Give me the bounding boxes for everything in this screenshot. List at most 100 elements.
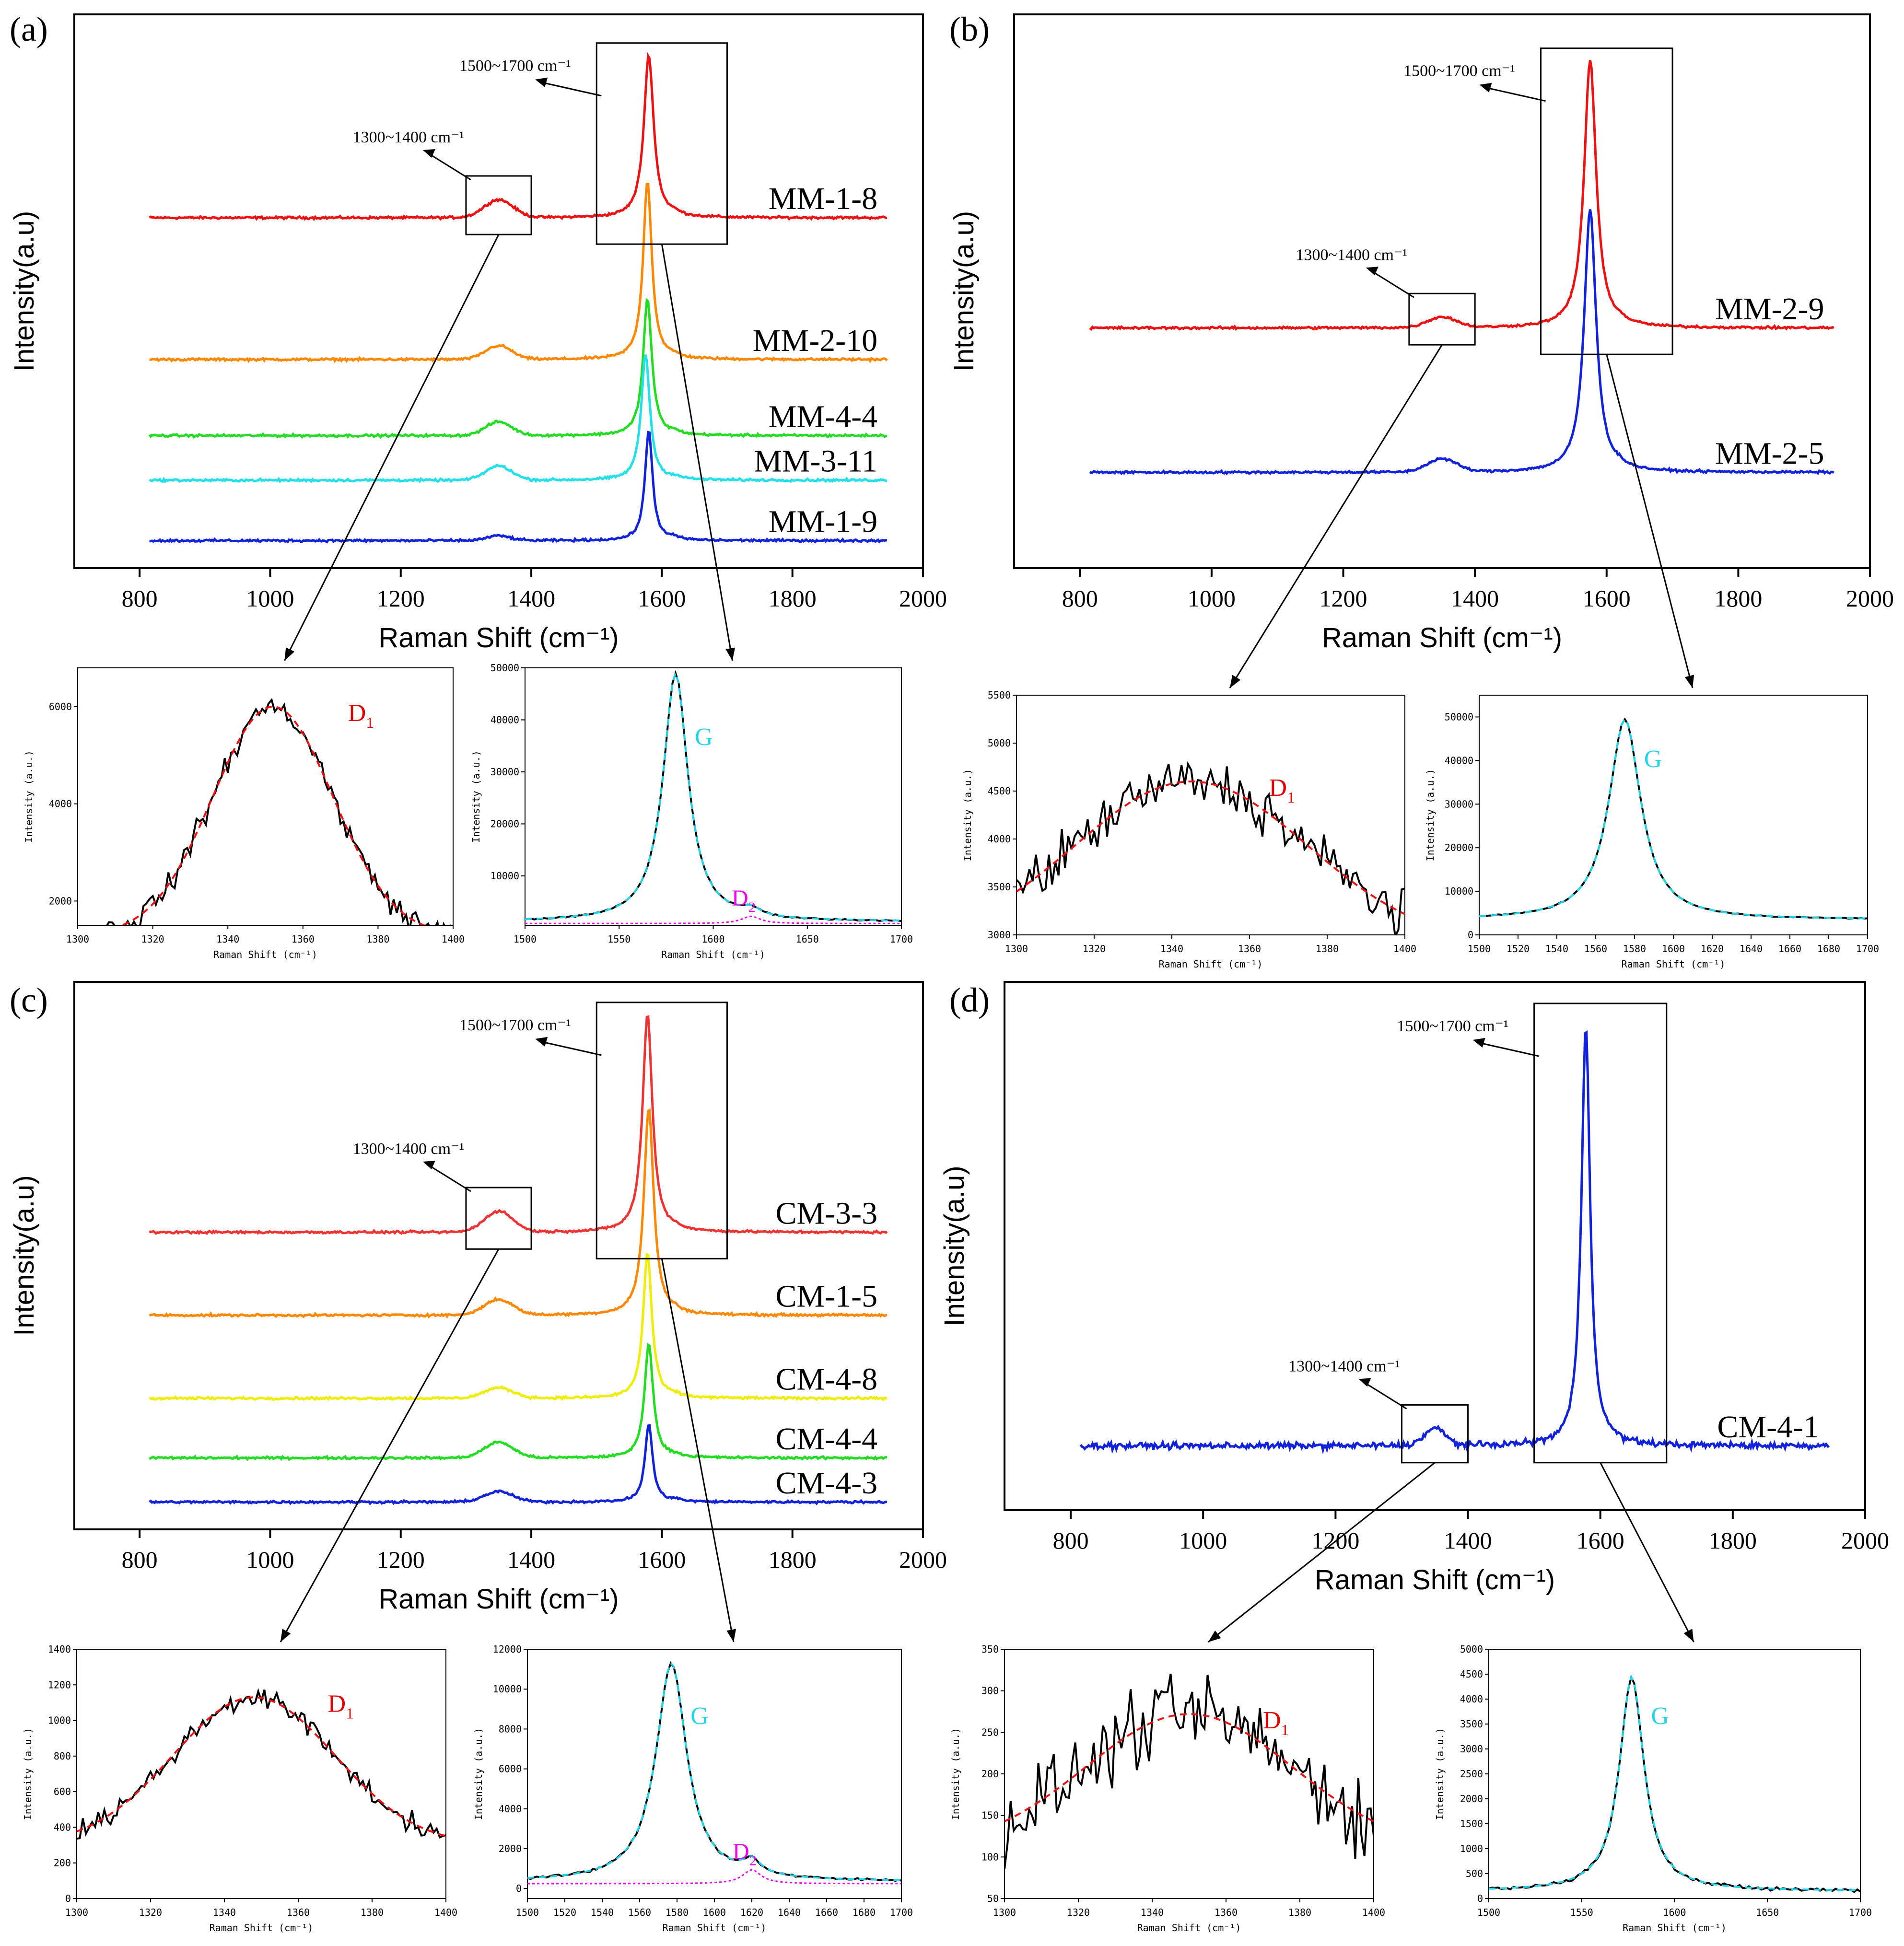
peak-label-subscript: 1 xyxy=(366,714,374,731)
y-axis-label: Intensity(a.u) xyxy=(939,1165,970,1326)
annotation-label-g-range: 1500~1700 cm⁻¹ xyxy=(459,1016,571,1034)
x-tick-label: 2000 xyxy=(899,585,947,612)
peak-label: G xyxy=(695,723,713,751)
inset-x-tick-label: 1340 xyxy=(1160,943,1183,955)
inset-x-tick-label: 1300 xyxy=(66,933,89,945)
fit-line xyxy=(119,706,427,925)
inset-y-axis-label: Intensity (a.u.) xyxy=(470,750,482,843)
inset-x-tick-label: 1580 xyxy=(666,1907,689,1918)
inset-x-tick-label: 1520 xyxy=(553,1907,576,1918)
connector-arrowhead xyxy=(1683,1629,1694,1642)
series-label: CM-4-3 xyxy=(775,1466,877,1501)
x-axis-label: Raman Shift (cm⁻¹) xyxy=(1315,1564,1555,1596)
inset-y-tick-label: 250 xyxy=(981,1726,999,1738)
inset-x-tick-label: 1300 xyxy=(65,1907,88,1918)
annotation-arrowhead xyxy=(422,1161,435,1170)
annotation-arrow xyxy=(1479,1042,1539,1057)
inset-x-tick-label: 1300 xyxy=(1005,943,1028,955)
annotation-label-g-range: 1500~1700 cm⁻¹ xyxy=(459,57,571,75)
inset-y-tick-label: 350 xyxy=(981,1643,999,1655)
inset-y-axis-label: Intensity (a.u.) xyxy=(22,1728,34,1820)
inset-y-tick-label: 150 xyxy=(981,1810,999,1821)
x-axis-label: Raman Shift (cm⁻¹) xyxy=(378,1584,619,1615)
annotation-arrow xyxy=(1363,1381,1407,1410)
connector-arrow xyxy=(280,1248,500,1643)
inset-x-tick-label: 1600 xyxy=(703,1907,726,1918)
inset-x-tick-label: 1380 xyxy=(1316,943,1339,955)
series-label: MM-2-10 xyxy=(753,323,877,358)
annotation-arrowhead xyxy=(1479,82,1492,93)
inset-curves xyxy=(527,1661,901,1885)
inset-y-tick-label: 1500 xyxy=(1460,1818,1483,1829)
inset-x-tick-label: 1360 xyxy=(287,1907,310,1918)
inset-x-axis-label: Raman Shift (cm⁻¹) xyxy=(661,949,765,960)
inset-a-g-band: 1500 1550 1600 1650 1700 10000 20000 30000 40000… xyxy=(470,662,913,960)
inset-x-tick-label: 1680 xyxy=(853,1907,876,1918)
fit-line xyxy=(1489,1674,1860,1891)
peak-label: D xyxy=(328,1690,346,1717)
peak-label-subscript: 1 xyxy=(346,1704,354,1722)
inset-y-axis-label: Intensity (a.u.) xyxy=(473,1728,484,1820)
inset-x-tick-label: 1400 xyxy=(1393,943,1416,955)
plot-frame xyxy=(1004,981,1866,1511)
inset-x-axis-label: Raman Shift (cm⁻¹) xyxy=(1622,958,1726,970)
x-tick-label: 1600 xyxy=(638,1546,686,1573)
x-tick-label: 800 xyxy=(1062,585,1098,612)
fit-line xyxy=(525,669,901,921)
d2-peak-label: D xyxy=(732,886,748,911)
annotation-arrowhead xyxy=(422,149,435,158)
inset-x-tick-label: 1700 xyxy=(890,933,913,945)
peak-label: D xyxy=(348,699,366,727)
panel-label: (c) xyxy=(10,981,48,1019)
inset-y-tick-label: 3000 xyxy=(1460,1743,1483,1755)
annotation-arrowhead xyxy=(535,1037,548,1047)
x-tick-label: 1600 xyxy=(1577,1527,1624,1554)
annotation-arrow xyxy=(427,152,471,181)
inset-y-tick-label: 800 xyxy=(54,1750,71,1762)
series-line-cm-4-1 xyxy=(1079,1030,1830,1455)
inset-d-g-band: 1500 1550 1600 1650 1700 0 500 1000 1500 2000 2500… xyxy=(1434,1643,1872,1934)
x-tick-label: 1400 xyxy=(1451,585,1499,612)
panel-label: (b) xyxy=(949,10,990,48)
panel-b: (b) 800 1000 1200 1400 1600 1800 2000 Raman Shif… xyxy=(948,10,1894,970)
connector-arrow xyxy=(661,244,733,661)
series-label: MM-2-5 xyxy=(1715,436,1824,471)
x-tick-label: 2000 xyxy=(899,1546,947,1573)
inset-y-axis-label: Intensity (a.u.) xyxy=(23,750,35,843)
d2-peak-label: D xyxy=(733,1839,749,1864)
inset-frame xyxy=(76,1649,446,1899)
inset-x-tick-label: 1550 xyxy=(607,933,631,945)
inset-y-tick-label: 600 xyxy=(54,1786,71,1797)
panel-a: (a) 800 1000 1200 1400 1600 1800 2000 Raman Shif… xyxy=(9,10,947,960)
inset-y-tick-label: 30000 xyxy=(491,766,519,778)
inset-y-tick-label: 500 xyxy=(1466,1868,1483,1879)
annotation-arrowhead xyxy=(1472,1038,1485,1048)
annotation-arrowhead xyxy=(1358,1378,1371,1387)
inset-y-tick-label: 6000 xyxy=(49,701,72,712)
series-label: MM-2-9 xyxy=(1715,291,1824,326)
inset-x-tick-label: 1340 xyxy=(216,933,239,945)
inset-x-tick-label: 1400 xyxy=(434,1907,457,1918)
inset-a-d-band: 1300 1320 1340 1360 1380 1400 2000 4000 6000 Rama… xyxy=(23,667,465,960)
inset-x-tick-label: 1660 xyxy=(815,1907,838,1918)
inset-x-tick-label: 1640 xyxy=(1740,943,1763,955)
annotation-label-g-range: 1500~1700 cm⁻¹ xyxy=(1397,1017,1508,1035)
inset-c-d-band: 1300 1320 1340 1360 1380 1400 0 200 400 600 800 100… xyxy=(22,1643,457,1934)
inset-x-tick-label: 1600 xyxy=(701,933,724,945)
raw-spectrum-line xyxy=(1005,1673,1374,1869)
inset-x-tick-label: 1600 xyxy=(1662,943,1685,955)
peak-label: D xyxy=(1263,1707,1281,1734)
connector-arrowhead xyxy=(1684,675,1694,688)
x-tick-label: 1400 xyxy=(1444,1527,1492,1554)
inset-x-tick-label: 1580 xyxy=(1623,943,1646,955)
annotation-arrow xyxy=(541,1041,602,1056)
raw-spectrum-line xyxy=(1016,761,1405,935)
inset-x-tick-label: 1650 xyxy=(796,933,819,945)
inset-x-tick-label: 1700 xyxy=(890,1907,913,1918)
inset-x-tick-label: 1560 xyxy=(1584,943,1607,955)
x-tick-label: 1200 xyxy=(377,585,425,612)
series-label: MM-3-11 xyxy=(754,444,877,479)
